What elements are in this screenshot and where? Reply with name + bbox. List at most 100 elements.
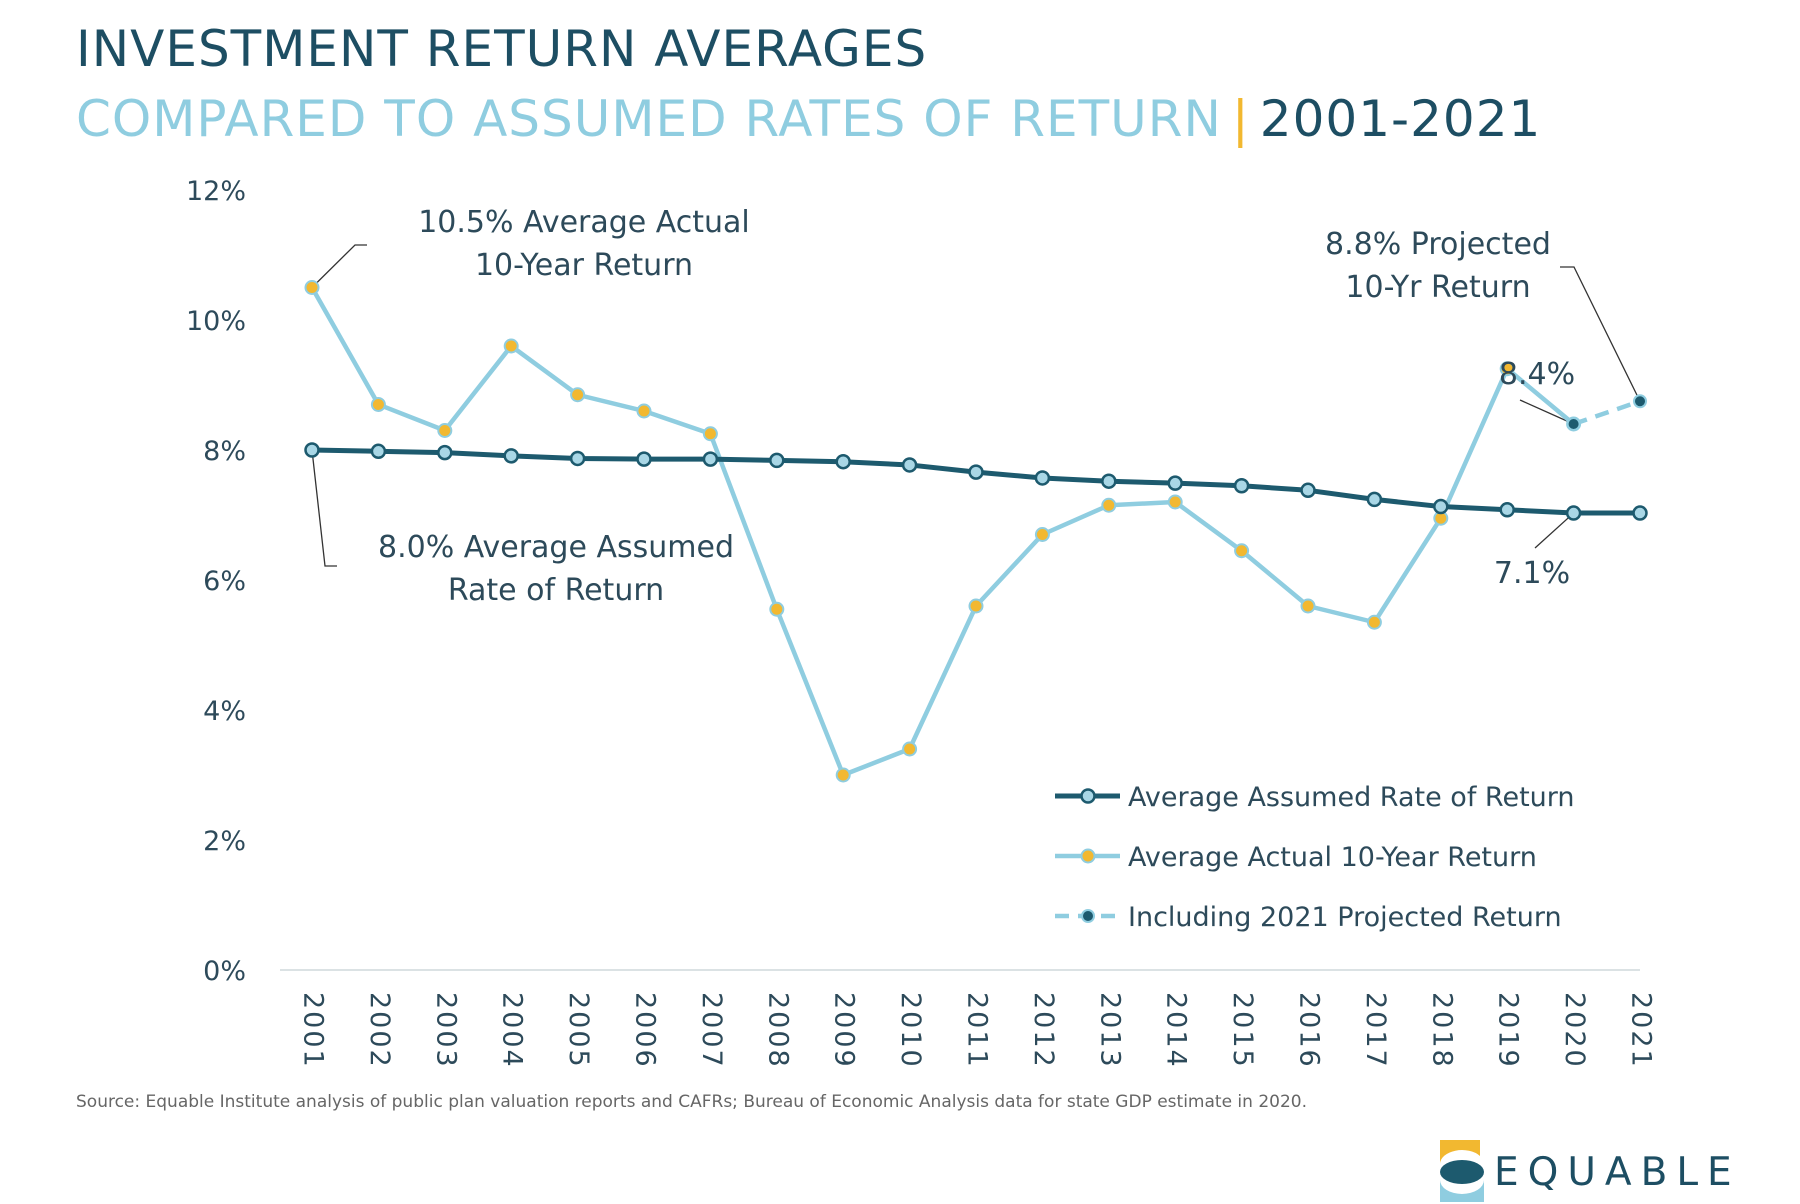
assumed-rate-point xyxy=(1499,502,1515,518)
source-note: Source: Equable Institute analysis of pu… xyxy=(76,1092,1307,1112)
y-tick-label: 0% xyxy=(203,956,246,987)
annotation-projected-line2: 10-Yr Return xyxy=(1345,270,1530,305)
actual-return-point xyxy=(1499,361,1515,377)
x-tick-label: 2011 xyxy=(962,992,993,1069)
assumed-rate-point xyxy=(901,457,918,473)
actual-return-point xyxy=(503,338,519,354)
annotation-actual-line2: 10-Year Return xyxy=(475,248,693,283)
assumed-rate-point xyxy=(835,453,851,470)
assumed-rate-point xyxy=(370,443,387,460)
chart-points xyxy=(304,280,1648,783)
actual-return-point xyxy=(902,741,918,757)
assumed-rate-point xyxy=(1167,475,1183,491)
assumed-rate-point xyxy=(503,448,519,464)
x-tick-label: 2014 xyxy=(1161,992,1192,1069)
chart-title: INVESTMENT RETURN AVERAGES xyxy=(76,20,928,78)
leader-projected-2021 xyxy=(1560,266,1641,402)
chart-legend: Average Assumed Rate of Return Average Ac… xyxy=(1055,782,1575,933)
actual-return-point xyxy=(1366,614,1382,630)
x-tick-label: 2006 xyxy=(630,992,661,1069)
leader-2020-value xyxy=(1519,399,1574,425)
assumed-rate-point xyxy=(1433,498,1449,515)
actual-return-point xyxy=(835,767,851,783)
x-tick-label: 2017 xyxy=(1360,992,1391,1069)
legend-projected-marker xyxy=(1081,909,1095,923)
projected-return-line xyxy=(1572,399,1641,427)
x-tick-label: 2003 xyxy=(430,992,461,1069)
legend-actual-marker xyxy=(1080,848,1096,864)
annotation-actual-line1: 10.5% Average Actual xyxy=(418,205,750,240)
y-tick-label: 8% xyxy=(203,436,246,467)
y-tick-label: 10% xyxy=(186,306,246,337)
annotation-projected-line1: 8.8% Projected xyxy=(1325,227,1551,262)
chart-axes: 0% 2% 4% 6% 8% 10% 12% 2001 2002 2003 2004 2005 2006… xyxy=(186,176,1657,1069)
legend-assumed-marker xyxy=(1080,788,1096,804)
x-tick-label: 2020 xyxy=(1559,992,1590,1069)
assumed-rate-point xyxy=(1366,491,1383,508)
assumed-rate-point xyxy=(1565,505,1582,521)
actual-return-point xyxy=(570,387,586,403)
annotation-assumed-line1: 8.0% Average Assumed xyxy=(378,530,734,565)
x-tick-label: 2012 xyxy=(1028,992,1059,1069)
y-tick-label: 12% xyxy=(186,176,246,207)
projected-return-point xyxy=(1566,417,1581,431)
annotation-2020-assumed: 7.1% xyxy=(1494,556,1570,591)
x-tick-label: 2004 xyxy=(497,992,528,1069)
leader-actual-2001 xyxy=(311,244,367,288)
actual-return-point xyxy=(1101,497,1117,513)
annotation-2020-value: 8.4% xyxy=(1499,357,1575,392)
x-tick-label: 2005 xyxy=(563,992,594,1069)
leader-2020-assumed xyxy=(1534,512,1575,549)
x-tick-label: 2021 xyxy=(1626,992,1657,1069)
chart-annotations: 10.5% Average Actual 10-Year Return 8.0% A… xyxy=(378,205,1575,608)
actual-return-point xyxy=(437,423,453,438)
assumed-rate-point xyxy=(769,452,785,469)
legend-label: Average Actual 10-Year Return xyxy=(1128,842,1537,873)
y-tick-label: 6% xyxy=(203,566,246,597)
assumed-rate-point xyxy=(1300,482,1316,499)
subtitle-main: COMPARED TO ASSUMED RATES OF RETURN xyxy=(76,90,1222,148)
actual-return-point xyxy=(1300,598,1316,614)
x-tick-label: 2013 xyxy=(1094,992,1125,1069)
logo-text: EQUABLE xyxy=(1494,1150,1741,1195)
actual-return-line xyxy=(310,286,1576,778)
actual-return-point xyxy=(702,426,718,442)
x-tick-label: 2008 xyxy=(762,992,793,1069)
assumed-rate-point xyxy=(569,450,586,467)
x-tick-label: 2019 xyxy=(1493,992,1524,1069)
x-tick-label: 2016 xyxy=(1294,992,1325,1069)
equable-logo-mark xyxy=(1440,1140,1484,1202)
assumed-rate-point xyxy=(1233,478,1250,494)
x-tick-label: 2015 xyxy=(1227,992,1258,1069)
assumed-rate-point xyxy=(1632,505,1648,521)
subtitle-separator: | xyxy=(1231,90,1250,148)
actual-return-point xyxy=(1234,543,1250,559)
x-tick-label: 2001 xyxy=(298,992,329,1069)
actual-return-point xyxy=(370,397,386,412)
legend-label: Including 2021 Projected Return xyxy=(1128,902,1562,933)
legend-label: Average Assumed Rate of Return xyxy=(1128,782,1575,813)
line-chart: 0% 2% 4% 6% 8% 10% 12% 2001 2002 2003 2004 2005 2006… xyxy=(186,176,1657,1069)
assumed-rate-point xyxy=(968,464,984,480)
actual-return-point xyxy=(1167,494,1183,510)
leader-assumed-2001 xyxy=(311,449,337,567)
actual-return-point xyxy=(304,280,320,295)
subtitle-years: 2001-2021 xyxy=(1259,90,1542,148)
assumed-rate-point xyxy=(702,451,719,467)
actual-return-point xyxy=(1034,527,1050,542)
annotation-assumed-line2: Rate of Return xyxy=(448,573,664,608)
assumed-rate-point xyxy=(437,444,453,461)
assumed-rate-point xyxy=(1034,470,1051,486)
chart-subtitle: COMPARED TO ASSUMED RATES OF RETURN | 2001… xyxy=(76,90,1541,148)
x-tick-label: 2010 xyxy=(895,992,926,1069)
annotation-leaders xyxy=(311,244,1641,567)
actual-return-point xyxy=(769,601,785,617)
y-tick-label: 2% xyxy=(203,826,246,857)
actual-return-point xyxy=(968,598,984,614)
assumed-rate-point xyxy=(304,442,320,458)
projected-return-point xyxy=(1633,394,1647,409)
x-tick-label: 2002 xyxy=(364,992,395,1069)
actual-return-point xyxy=(636,403,652,419)
x-tick-label: 2018 xyxy=(1426,992,1457,1069)
y-tick-label: 4% xyxy=(203,696,246,727)
